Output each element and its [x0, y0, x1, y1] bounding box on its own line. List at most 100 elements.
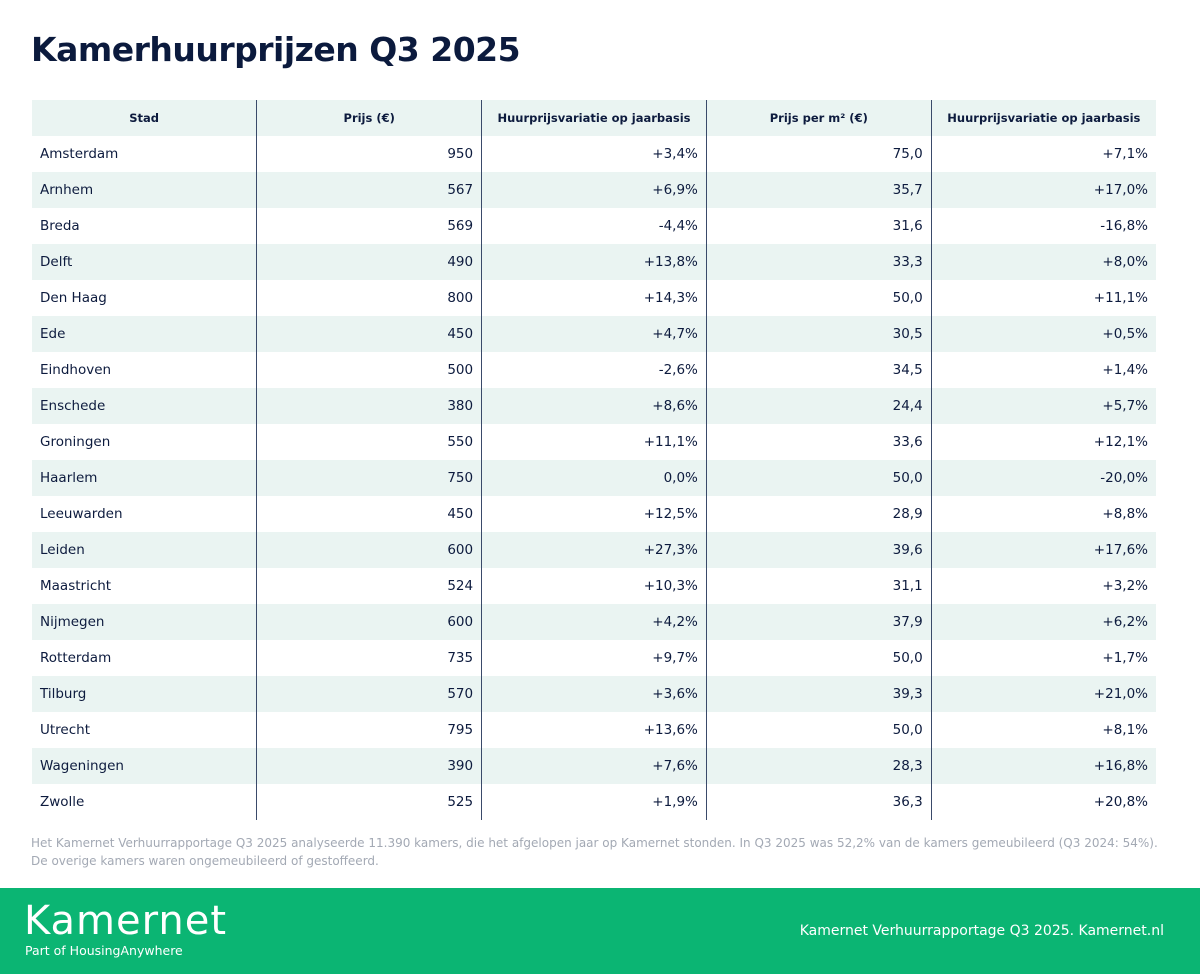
table-cell: Enschede	[32, 388, 257, 424]
column-header: Stad	[32, 100, 257, 136]
table-cell: +8,8%	[930, 496, 1156, 532]
table-cell: +1,7%	[930, 640, 1156, 676]
table-cell: 380	[256, 388, 482, 424]
rent-table: Stad Prijs (€) Huurprijsvariatie op jaarba…	[32, 100, 1156, 820]
logo-tagline: Part of HousingAnywhere	[25, 943, 183, 958]
table-cell: +12,5%	[481, 496, 707, 532]
table-cell: 31,1	[705, 568, 932, 604]
table-cell: Groningen	[40, 434, 111, 450]
table-cell: 36,3	[705, 784, 932, 820]
table-cell: +17,6%	[930, 532, 1156, 568]
table-row: Arnhem 567 +6,9% 35,7 +17,0%	[32, 172, 1156, 208]
table-cell: 600	[256, 604, 482, 640]
table-cell: Maastricht	[40, 578, 112, 594]
table-row: Enschede 380 +8,6% 24,4 +5,7%	[32, 388, 1156, 424]
table-cell: 569	[256, 208, 482, 244]
table-body: Amsterdam 950 +3,4% 75,0 +7,1% Arnhem 567 +6,9%…	[32, 136, 1156, 820]
table-cell: +14,3%	[481, 280, 707, 316]
table-cell: 524	[256, 568, 482, 604]
table-cell: -4,4%	[481, 208, 707, 244]
table-cell: Haarlem	[32, 460, 257, 496]
source-text: Kamernet Verhuurrapportage Q3 2025. Kame…	[799, 923, 1164, 939]
table-cell: Delft	[32, 244, 257, 280]
table-cell: +7,6%	[481, 748, 707, 784]
table-cell: -2,6%	[481, 352, 707, 388]
table-cell: 50,0	[705, 640, 932, 676]
table-cell: 550	[256, 424, 482, 460]
table-cell: +21,0%	[930, 676, 1156, 712]
table-row: Ede 450 +4,7% 30,5 +0,5%	[32, 316, 1156, 352]
table-cell: 950	[256, 136, 482, 172]
table-cell: 75,0	[705, 136, 932, 172]
table-cell: 750	[256, 460, 482, 496]
table-cell: +3,4%	[481, 136, 707, 172]
table-cell: +6,9%	[481, 172, 707, 208]
table-cell: +8,1%	[930, 712, 1156, 748]
table-row: Leiden 600 +27,3% 39,6 +17,6%	[32, 532, 1156, 568]
table-cell: 50,0	[705, 460, 932, 496]
table-row: Rotterdam 735 +9,7% 50,0 +1,7%	[32, 640, 1156, 676]
table-cell: 50,0	[705, 712, 932, 748]
table-cell: +1,4%	[930, 352, 1156, 388]
table-row: Maastricht 524 +10,3% 31,1 +3,2%	[32, 568, 1156, 604]
table-cell: +4,2%	[481, 604, 707, 640]
table-cell: 37,9	[705, 604, 932, 640]
table-cell: 33,6	[705, 424, 932, 460]
table-row: Den Haag 800 +14,3% 50,0 +11,1%	[32, 280, 1156, 316]
table-cell: +12,1%	[930, 424, 1156, 460]
table-cell: Breda	[40, 218, 80, 234]
table-row: Nijmegen 600 +4,2% 37,9 +6,2%	[32, 604, 1156, 640]
table-row: Leeuwarden 450 +12,5% 28,9 +8,8%	[32, 496, 1156, 532]
table-cell: 50,0	[705, 280, 932, 316]
table-cell: 500	[256, 352, 482, 388]
table-cell: Ede	[32, 316, 257, 352]
table-cell: 30,5	[705, 316, 932, 352]
table-row: Wageningen 390 +7,6% 28,3 +16,8%	[32, 748, 1156, 784]
table-cell: 28,9	[705, 496, 932, 532]
table-cell: Utrecht	[40, 722, 91, 738]
table-cell: +1,9%	[481, 784, 707, 820]
table-cell: 35,7	[705, 172, 932, 208]
column-header: Huurprijsvariatie op jaarbasis	[930, 100, 1156, 136]
table-cell: +11,1%	[930, 280, 1156, 316]
table-cell: 570	[256, 676, 482, 712]
table-cell: 450	[256, 316, 482, 352]
table-cell: 28,3	[705, 748, 932, 784]
table-cell: Den Haag	[40, 290, 107, 306]
table-cell: -20,0%	[930, 460, 1156, 496]
table-row: Delft 490 +13,8% 33,3 +8,0%	[32, 244, 1156, 280]
table-row: Breda 569 -4,4% 31,6 -16,8%	[32, 208, 1156, 244]
table-cell: 525	[256, 784, 482, 820]
table-cell: Tilburg	[32, 676, 257, 712]
table-cell: 390	[256, 748, 482, 784]
table-cell: +13,6%	[481, 712, 707, 748]
table-cell: +4,7%	[481, 316, 707, 352]
table-cell: -16,8%	[930, 208, 1156, 244]
table-row: Zwolle 525 +1,9% 36,3 +20,8%	[32, 784, 1156, 820]
table-cell: +7,1%	[930, 136, 1156, 172]
table-cell: 31,6	[705, 208, 932, 244]
table-cell: +6,2%	[930, 604, 1156, 640]
page-title: Kamerhuurprijzen Q3 2025	[31, 30, 521, 69]
table-cell: +17,0%	[930, 172, 1156, 208]
table-row: Tilburg 570 +3,6% 39,3 +21,0%	[32, 676, 1156, 712]
table-header-row: Stad Prijs (€) Huurprijsvariatie op jaarba…	[32, 100, 1156, 136]
table-cell: +10,3%	[481, 568, 707, 604]
table-cell: 735	[256, 640, 482, 676]
table-cell: 567	[256, 172, 482, 208]
table-cell: +9,7%	[481, 640, 707, 676]
table-cell: +3,2%	[930, 568, 1156, 604]
table-row: Amsterdam 950 +3,4% 75,0 +7,1%	[32, 136, 1156, 172]
table-row: Eindhoven 500 -2,6% 34,5 +1,4%	[32, 352, 1156, 388]
table-cell: Wageningen	[32, 748, 257, 784]
table-cell: 795	[256, 712, 482, 748]
table-cell: +8,6%	[481, 388, 707, 424]
table-row: Haarlem 750 0,0% 50,0 -20,0%	[32, 460, 1156, 496]
table-cell: +0,5%	[930, 316, 1156, 352]
table-row: Groningen 550 +11,1% 33,6 +12,1%	[32, 424, 1156, 460]
table-cell: Rotterdam	[40, 650, 112, 666]
table-cell: Zwolle	[40, 794, 85, 810]
table-cell: +3,6%	[481, 676, 707, 712]
table-cell: +16,8%	[930, 748, 1156, 784]
table-cell: 450	[256, 496, 482, 532]
